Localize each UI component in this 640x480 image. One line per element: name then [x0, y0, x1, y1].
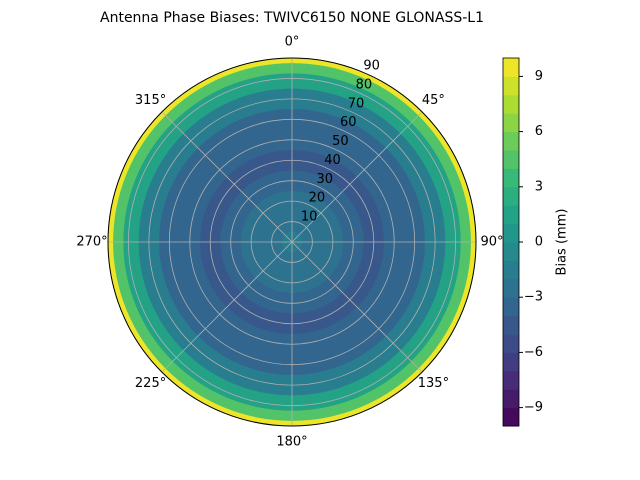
colorbar-tick-label: 0 [535, 235, 543, 250]
chart-title: Antenna Phase Biases: TWIVC6150 NONE GLO… [100, 10, 484, 26]
colorbar-level [503, 131, 519, 151]
colorbar-tick-label: −9 [524, 400, 543, 415]
colorbar-level [503, 58, 519, 77]
colorbar-level [503, 76, 519, 96]
r-tick-label: 30 [316, 172, 333, 187]
r-tick-label: 20 [309, 191, 326, 206]
colorbar-tick-label: 6 [535, 124, 543, 139]
theta-tick-label: 45° [422, 93, 445, 108]
r-tick-label: 60 [340, 115, 357, 130]
colorbar-level [503, 352, 519, 372]
colorbar-tick-label: 3 [535, 179, 543, 194]
theta-tick-label: 270° [76, 235, 107, 250]
theta-tick-label: 135° [418, 376, 449, 391]
colorbar-tick-label: 9 [535, 69, 543, 84]
colorbar-level [503, 278, 519, 298]
colorbar-tick-label: −3 [524, 290, 543, 305]
colorbar-level [503, 315, 519, 335]
colorbar-level [503, 334, 519, 353]
r-tick-label: 50 [332, 134, 349, 149]
colorbar-level [503, 113, 519, 133]
grid-spoke [291, 111, 423, 243]
r-tick-label: 10 [301, 210, 318, 225]
colorbar-level [503, 150, 519, 169]
r-tick-label: 90 [363, 59, 380, 74]
theta-tick-label: 0° [285, 35, 300, 50]
colorbar-level [503, 186, 519, 206]
colorbar-level [503, 168, 519, 188]
colorbar-level [503, 94, 519, 114]
theta-tick-label: 225° [135, 376, 166, 391]
colorbar-level [503, 242, 519, 261]
colorbar-level [503, 223, 519, 243]
colorbar-level [503, 389, 519, 409]
colorbar-label: Bias (mm) [555, 209, 570, 276]
theta-tick-label: 90° [480, 235, 503, 250]
grid-spoke [291, 241, 423, 373]
colorbar-level [503, 370, 519, 390]
theta-tick-label: 315° [135, 93, 166, 108]
colorbar-level [503, 205, 519, 225]
theta-tick-label: 180° [276, 435, 307, 450]
colorbar-level [503, 297, 519, 317]
colorbar-level [503, 407, 519, 427]
polar-frame [107, 57, 477, 427]
r-tick-label: 80 [356, 77, 373, 92]
r-tick-label: 40 [324, 153, 341, 168]
colorbar-level [503, 260, 519, 280]
colorbar-tick-label: −6 [524, 345, 543, 360]
grid-spoke [161, 111, 293, 243]
grid-spoke [161, 241, 293, 373]
r-tick-label: 70 [348, 96, 365, 111]
